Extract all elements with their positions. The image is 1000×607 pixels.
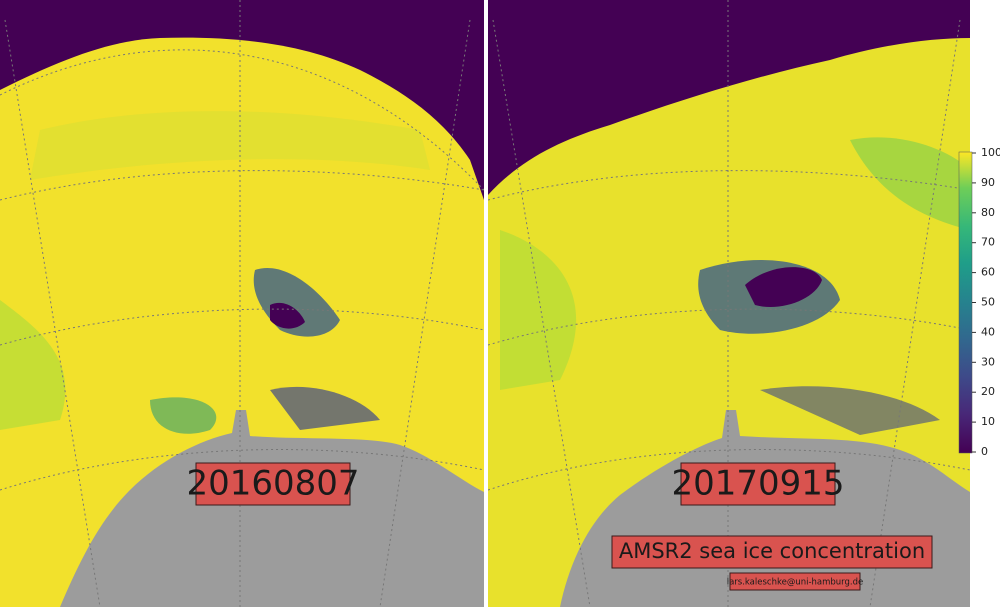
colorbar-tick-label: 90 (981, 176, 995, 189)
grid-line (869, 19, 961, 607)
low-ice-area (270, 386, 380, 430)
grid-line (488, 449, 970, 491)
colorbar-tick-label: 100 (981, 146, 1000, 159)
date-label-box (680, 462, 836, 506)
land (60, 410, 484, 607)
colorbar-tick-label: 10 (981, 415, 995, 428)
colorbar-tick-label: 30 (981, 355, 995, 368)
date-label-box (195, 462, 351, 506)
polynya (745, 267, 822, 308)
low-ice-area (760, 386, 940, 435)
ice-texture (850, 137, 970, 230)
colorbar-tick-label: 50 (981, 296, 995, 309)
grid-line (488, 170, 970, 201)
right-panel (488, 0, 970, 607)
caption-box (611, 535, 933, 569)
colorbar-tick-label: 20 (981, 385, 995, 398)
colorbar-tick-label: 0 (981, 445, 988, 458)
date-label: 20170915 (671, 464, 844, 504)
colorbar: 0 10 20 30 40 50 60 70 80 90 100 (958, 146, 1000, 458)
ice-texture (30, 111, 430, 180)
colorbar-tick-label: 60 (981, 266, 995, 279)
grid-line (4, 19, 101, 607)
colorbar-tick-label: 70 (981, 236, 995, 249)
grid-line (488, 308, 970, 346)
grid-line (379, 19, 471, 607)
left-panel (0, 0, 484, 607)
ice-texture (150, 397, 217, 434)
credit: lars.kaleschke@uni-hamburg.de (727, 578, 864, 588)
grid-line (0, 308, 484, 346)
colorbar-tick-label: 80 (981, 206, 995, 219)
grid-line (0, 170, 484, 201)
date-label: 20160807 (186, 464, 359, 504)
caption: AMSR2 sea ice concentration (619, 539, 925, 563)
colorbar-tick-label: 40 (981, 325, 995, 338)
credit-box (729, 572, 861, 591)
grid-line (0, 449, 484, 491)
ice-texture (500, 230, 577, 390)
ice-texture (0, 300, 66, 430)
colorbar-scale (958, 151, 973, 454)
grid-line (492, 19, 591, 607)
